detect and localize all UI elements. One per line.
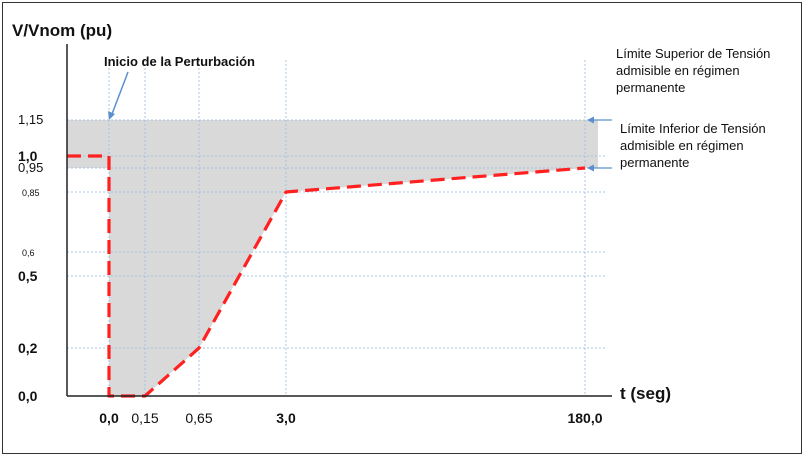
y-tick-label: 0,5 <box>18 268 38 284</box>
x-tick-label: 0,65 <box>185 410 212 426</box>
disturbance-arrow <box>111 71 129 115</box>
x-tick-label: 0,15 <box>131 410 158 426</box>
disturbance-annotation: Inicio de la Perturbación <box>104 54 255 69</box>
ride-through-area <box>109 168 585 396</box>
y-tick-label: 0,95 <box>18 160 43 175</box>
y-axis-title: V/Vnom (pu) <box>12 21 112 40</box>
band-upper-label: Límite Superior de Tensión admisible en … <box>616 46 771 95</box>
x-tick-label: 180,0 <box>567 410 602 426</box>
upper-limit-arrow-head <box>587 116 594 124</box>
x-axis-title: t (seg) <box>620 384 671 403</box>
band-lower-label: Límite Inferior de Tensión admisible en … <box>620 121 766 170</box>
y-tick-label: 0,0 <box>18 388 38 404</box>
y-tick-label: 0,6 <box>22 248 35 258</box>
disturbance-arrow-head <box>108 111 115 120</box>
y-tick-label: 0,2 <box>18 340 38 356</box>
y-tick-label: 0,85 <box>22 188 40 198</box>
lower-limit-arrow-head <box>587 164 594 172</box>
x-tick-label: 3,0 <box>276 410 296 426</box>
y-tick-label: 1,0 <box>18 148 38 164</box>
y-tick-label: 1,15 <box>18 112 43 127</box>
x-tick-label: 0,0 <box>99 410 119 426</box>
tolerance-band <box>67 120 598 168</box>
